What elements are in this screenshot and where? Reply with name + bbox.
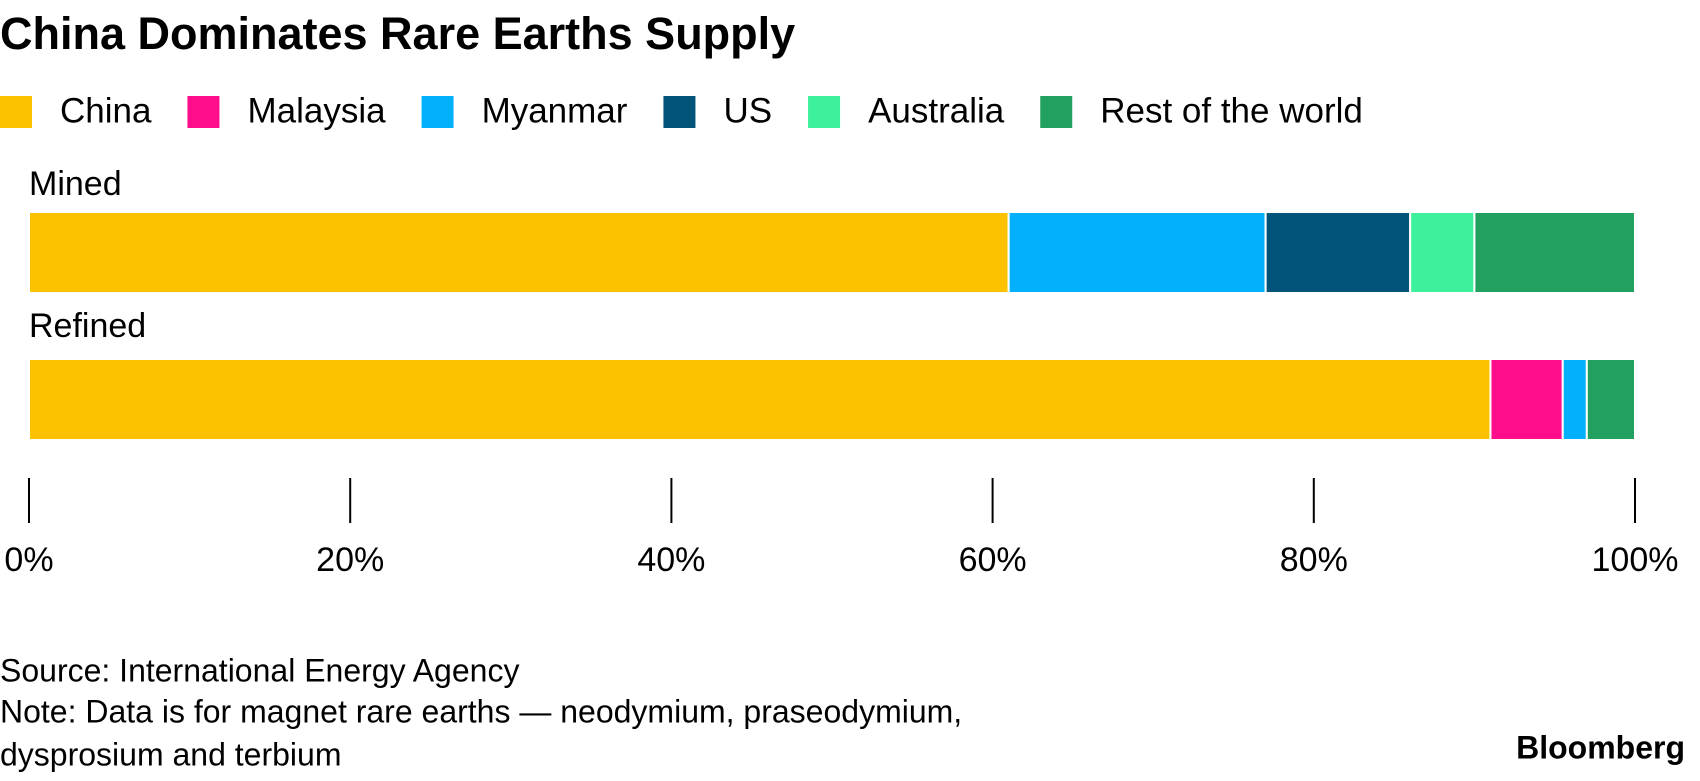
legend-label: Myanmar (482, 91, 628, 130)
category-label: Mined (29, 165, 122, 203)
legend-label: Australia (868, 91, 1005, 130)
bar-segment (1473, 211, 1637, 294)
bar-segment (1007, 211, 1267, 294)
legend-label: China (60, 91, 152, 130)
legend-label: Rest of the world (1100, 91, 1363, 130)
bar-segment (1585, 358, 1636, 441)
x-tick-label: 100% (1592, 541, 1679, 579)
legend-swatch (187, 96, 220, 128)
brand: Bloomberg (1516, 729, 1685, 765)
bar-segment (1264, 211, 1412, 294)
chart-title: China Dominates Rare Earths Supply (0, 8, 795, 59)
source: Source: International Energy Agency (0, 652, 519, 688)
note-line: dysprosium and terbium (0, 736, 341, 772)
legend-swatch (808, 96, 841, 128)
bar-segment (28, 358, 1492, 441)
x-tick-label: 40% (637, 541, 705, 579)
x-tick-label: 60% (959, 541, 1027, 579)
bar-segment (28, 211, 1010, 294)
x-tick-label: 20% (316, 541, 384, 579)
x-tick-label: 0% (4, 541, 53, 579)
legend-swatch (0, 96, 32, 128)
x-tick-label: 80% (1280, 541, 1348, 579)
bar-segment (1489, 358, 1564, 441)
category-label: Refined (29, 307, 146, 345)
legend-label: US (723, 91, 772, 130)
legend-swatch (663, 96, 696, 128)
legend-label: Malaysia (247, 91, 386, 130)
legend-swatch (1040, 96, 1073, 128)
bar-segment (1561, 358, 1588, 441)
note-line: Note: Data is for magnet rare earths — n… (0, 693, 962, 729)
legend-swatch (421, 96, 454, 128)
bar-segment (1409, 211, 1476, 294)
